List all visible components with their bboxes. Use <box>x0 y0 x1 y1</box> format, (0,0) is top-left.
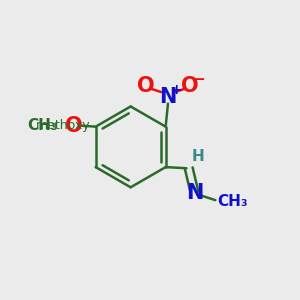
Text: H: H <box>192 149 205 164</box>
Text: O: O <box>137 76 155 96</box>
Text: CH₃: CH₃ <box>218 194 248 209</box>
Text: methoxy: methoxy <box>36 119 91 132</box>
Text: CH₃: CH₃ <box>27 118 58 134</box>
Text: N: N <box>186 182 203 203</box>
Text: O: O <box>65 116 82 136</box>
Text: +: + <box>170 83 182 97</box>
Text: −: − <box>192 72 205 87</box>
Text: O: O <box>181 76 199 96</box>
Text: N: N <box>159 87 177 106</box>
